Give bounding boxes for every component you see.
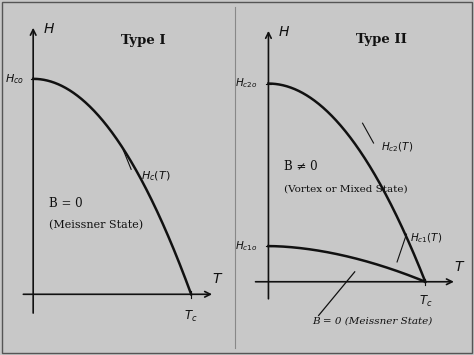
Text: B = 0 (Meissner State): B = 0 (Meissner State) [312, 317, 433, 326]
Text: $H_{c2}(T)$: $H_{c2}(T)$ [382, 140, 414, 154]
Text: Type II: Type II [356, 33, 407, 47]
Text: (Meissner State): (Meissner State) [49, 220, 143, 230]
Text: $H_{co}$: $H_{co}$ [5, 72, 24, 86]
Text: $T_c$: $T_c$ [184, 309, 198, 324]
Text: B ≠ 0: B ≠ 0 [284, 160, 318, 173]
Text: $T$: $T$ [212, 272, 224, 286]
Text: $H_{c1o}$: $H_{c1o}$ [235, 239, 257, 253]
Text: $H$: $H$ [278, 25, 290, 39]
Text: B = 0: B = 0 [49, 197, 82, 210]
Text: $H$: $H$ [43, 22, 55, 36]
Text: $H_c(T)$: $H_c(T)$ [141, 169, 170, 182]
Text: Type I: Type I [121, 34, 166, 47]
Text: $T_c$: $T_c$ [419, 294, 432, 309]
Text: $H_{c1}(T)$: $H_{c1}(T)$ [410, 231, 442, 245]
Text: $H_{c2o}$: $H_{c2o}$ [235, 77, 257, 91]
Text: $T$: $T$ [454, 260, 465, 274]
Text: (Vortex or Mixed State): (Vortex or Mixed State) [284, 184, 408, 193]
